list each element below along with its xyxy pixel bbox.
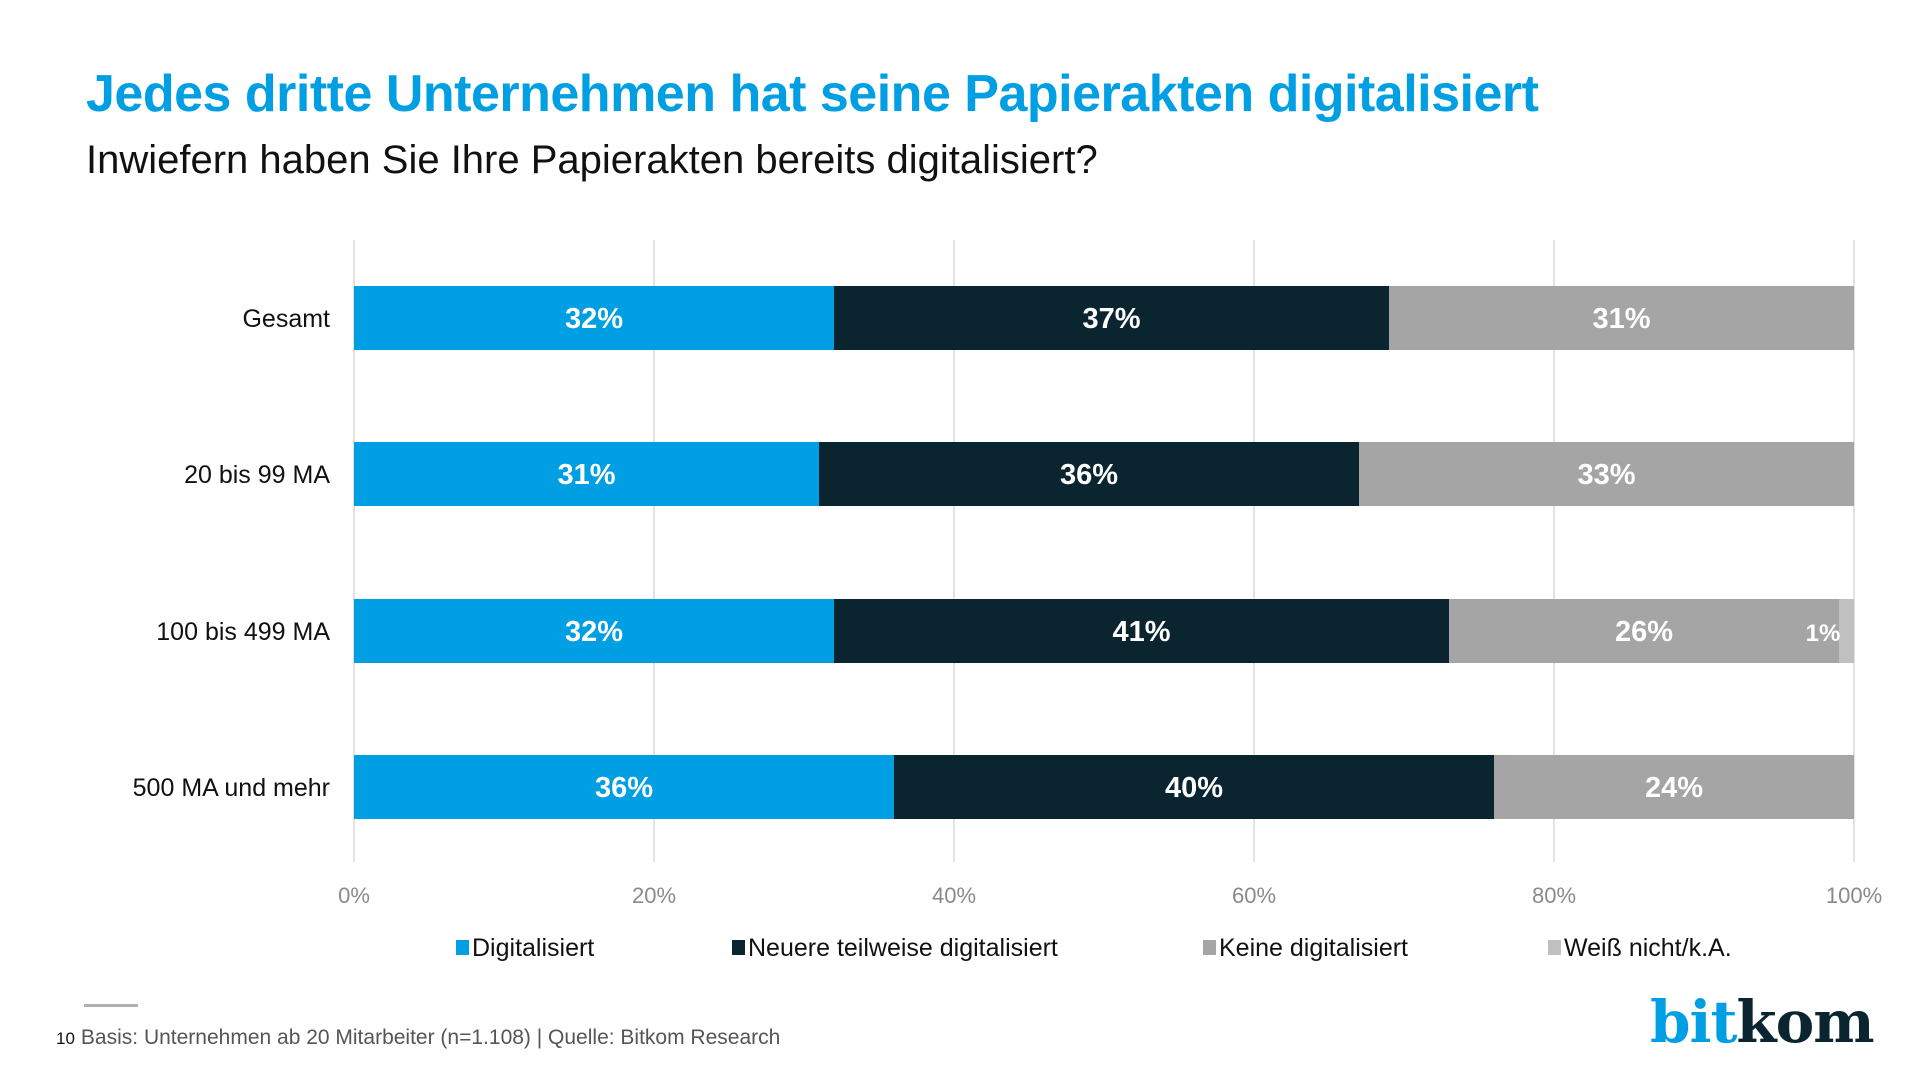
legend-label: Digitalisiert xyxy=(472,934,594,962)
x-tick-label: 40% xyxy=(932,883,976,908)
bitkom-logo: bitkom xyxy=(1650,988,1875,1056)
category-label: 100 bis 499 MA xyxy=(156,618,330,646)
x-axis-ticks: 0% 20% 40% 60% 80% 100% xyxy=(338,883,1882,908)
bar-segment xyxy=(1839,599,1854,663)
bar-segment xyxy=(834,599,1449,663)
stacked-bar-chart: 32% 37% 31% 31% 36% 33% 32% 41% 26% 1% 36% 40% 24% G… xyxy=(133,240,1882,962)
bar-segment xyxy=(894,755,1494,819)
footer-divider xyxy=(84,1004,138,1007)
legend-swatch xyxy=(1548,940,1561,955)
chart-title: Jedes dritte Unternehmen hat seine Papie… xyxy=(86,65,1539,123)
bar-segment xyxy=(1359,442,1854,506)
bar-segment xyxy=(819,442,1359,506)
bar-value-label: 36% xyxy=(1060,459,1118,491)
x-tick-label: 80% xyxy=(1532,883,1576,908)
bar-segment xyxy=(354,442,819,506)
bar-value-label: 24% xyxy=(1645,772,1703,804)
bar-value-label: 41% xyxy=(1112,616,1170,648)
legend-swatch xyxy=(1203,940,1216,955)
bar-segment xyxy=(834,286,1389,350)
bar-value-label: 33% xyxy=(1577,459,1635,491)
category-label: 20 bis 99 MA xyxy=(184,461,330,489)
bar-segment xyxy=(354,755,894,819)
category-label: Gesamt xyxy=(242,305,330,333)
category-label: 500 MA und mehr xyxy=(133,774,330,802)
legend: Digitalisiert Neuere teilweise digitalisi… xyxy=(456,934,1732,962)
bar-value-label: 40% xyxy=(1165,772,1223,804)
logo-part-bit: bit xyxy=(1650,988,1737,1056)
legend-label: Keine digitalisiert xyxy=(1219,934,1408,962)
source-note: Basis: Unternehmen ab 20 Mitarbeiter (n=… xyxy=(80,1026,781,1049)
bar-segment xyxy=(1389,286,1854,350)
bar-value-label: 31% xyxy=(557,459,615,491)
legend-swatch xyxy=(732,940,745,955)
bar-value-label: 1% xyxy=(1806,620,1841,647)
bar-value-label: 32% xyxy=(565,303,623,335)
bar-value-label: 31% xyxy=(1592,303,1650,335)
category-labels: Gesamt 20 bis 99 MA 100 bis 499 MA 500 MA u… xyxy=(133,305,331,802)
x-tick-label: 100% xyxy=(1826,883,1882,908)
bar-segment xyxy=(354,599,834,663)
bar-value-label: 26% xyxy=(1615,616,1673,648)
logo-part-kom: kom xyxy=(1736,988,1874,1056)
bar-segment xyxy=(1494,755,1854,819)
legend-swatch xyxy=(456,940,469,955)
bar-segment xyxy=(354,286,834,350)
legend-label: Neuere teilweise digitalisiert xyxy=(748,934,1058,962)
chart-subtitle: Inwiefern haben Sie Ihre Papierakten ber… xyxy=(86,138,1098,182)
page-number: 10 xyxy=(56,1029,75,1048)
bar-segment xyxy=(1449,599,1839,663)
bars: 32% 37% 31% 31% 36% 33% 32% 41% 26% 1% 36% 40% 24% xyxy=(354,286,1854,819)
bar-value-label: 36% xyxy=(595,772,653,804)
legend-label: Weiß nicht/k.A. xyxy=(1564,934,1732,962)
bar-value-label: 32% xyxy=(565,616,623,648)
bar-value-label: 37% xyxy=(1082,303,1140,335)
x-tick-label: 20% xyxy=(632,883,676,908)
x-tick-label: 60% xyxy=(1232,883,1276,908)
x-tick-label: 0% xyxy=(338,883,370,908)
footer: 10 Basis: Unternehmen ab 20 Mitarbeiter (… xyxy=(56,1026,780,1050)
